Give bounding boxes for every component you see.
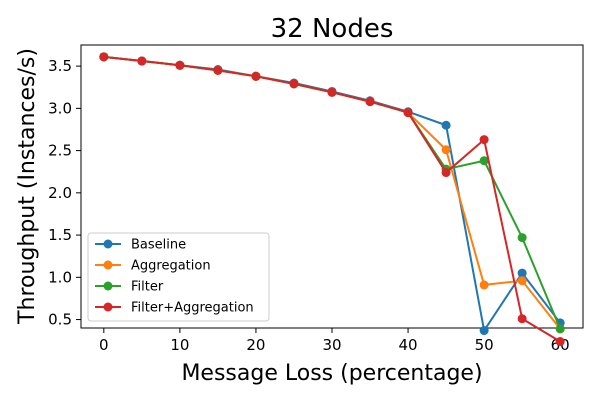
data-point-baseline <box>479 326 489 336</box>
y-tick-label: 3.5 <box>48 57 72 75</box>
series-filter-aggregation <box>99 52 565 347</box>
legend-marker <box>103 239 113 249</box>
legend-item-filter-aggregation: Filter+Aggregation <box>95 301 254 316</box>
data-point-filter <box>555 324 565 334</box>
data-point-filter-aggregation <box>137 56 147 66</box>
data-point-filter-aggregation <box>327 87 337 97</box>
data-point-filter-aggregation <box>213 65 223 75</box>
y-tick-label: 2.5 <box>48 142 72 160</box>
legend-item-filter: Filter <box>95 280 164 295</box>
data-point-filter-aggregation <box>175 60 185 70</box>
legend-item-aggregation: Aggregation <box>95 259 211 274</box>
data-point-filter-aggregation <box>289 79 299 89</box>
series-layer <box>99 52 565 347</box>
y-axis-title: Throughput (Instances/s) <box>15 48 40 325</box>
data-point-filter-aggregation <box>99 52 109 62</box>
legend-label: Filter <box>131 280 164 295</box>
x-axis: 0102030405060 <box>99 328 570 354</box>
y-axis: 0.5 1.0 1.5 2.0 2.5 3.0 3.5 <box>48 57 81 329</box>
data-point-aggregation <box>479 280 489 290</box>
data-point-aggregation <box>441 145 451 155</box>
legend-label: Filter+Aggregation <box>131 301 254 316</box>
y-tick-label: 2.0 <box>48 184 72 202</box>
y-tick-label: 1.0 <box>48 268 72 286</box>
data-point-filter-aggregation <box>251 71 261 81</box>
x-tick-label: 10 <box>170 336 189 354</box>
data-point-filter <box>479 156 489 166</box>
x-tick-label: 40 <box>399 336 418 354</box>
data-point-baseline <box>441 120 451 130</box>
data-point-filter-aggregation <box>517 314 527 324</box>
legend-marker <box>103 302 113 312</box>
data-point-baseline <box>517 268 527 278</box>
data-point-filter-aggregation <box>365 97 375 107</box>
y-tick-label: 3.0 <box>48 99 72 117</box>
chart-title: 32 Nodes <box>271 14 394 44</box>
legend: Baseline Aggregation Filter Filter+Aggregat… <box>87 232 270 322</box>
data-point-filter <box>517 233 527 243</box>
legend-marker <box>103 260 113 270</box>
legend-frame <box>87 232 270 322</box>
y-tick-label: 0.5 <box>48 311 72 329</box>
legend-label: Aggregation <box>131 259 211 274</box>
y-tick-label: 1.5 <box>48 226 72 244</box>
data-point-filter-aggregation <box>479 135 489 145</box>
data-point-aggregation <box>517 276 527 286</box>
legend-label: Baseline <box>131 238 186 253</box>
x-tick-label: 30 <box>322 336 341 354</box>
data-point-filter-aggregation <box>441 168 451 178</box>
legend-item-baseline: Baseline <box>95 238 186 253</box>
data-point-filter-aggregation <box>555 337 565 347</box>
x-axis-title: Message Loss (percentage) <box>181 361 482 386</box>
legend-marker <box>103 281 113 291</box>
x-tick-label: 0 <box>99 336 109 354</box>
x-tick-label: 20 <box>246 336 265 354</box>
data-point-filter-aggregation <box>403 108 413 118</box>
x-tick-label: 50 <box>475 336 494 354</box>
